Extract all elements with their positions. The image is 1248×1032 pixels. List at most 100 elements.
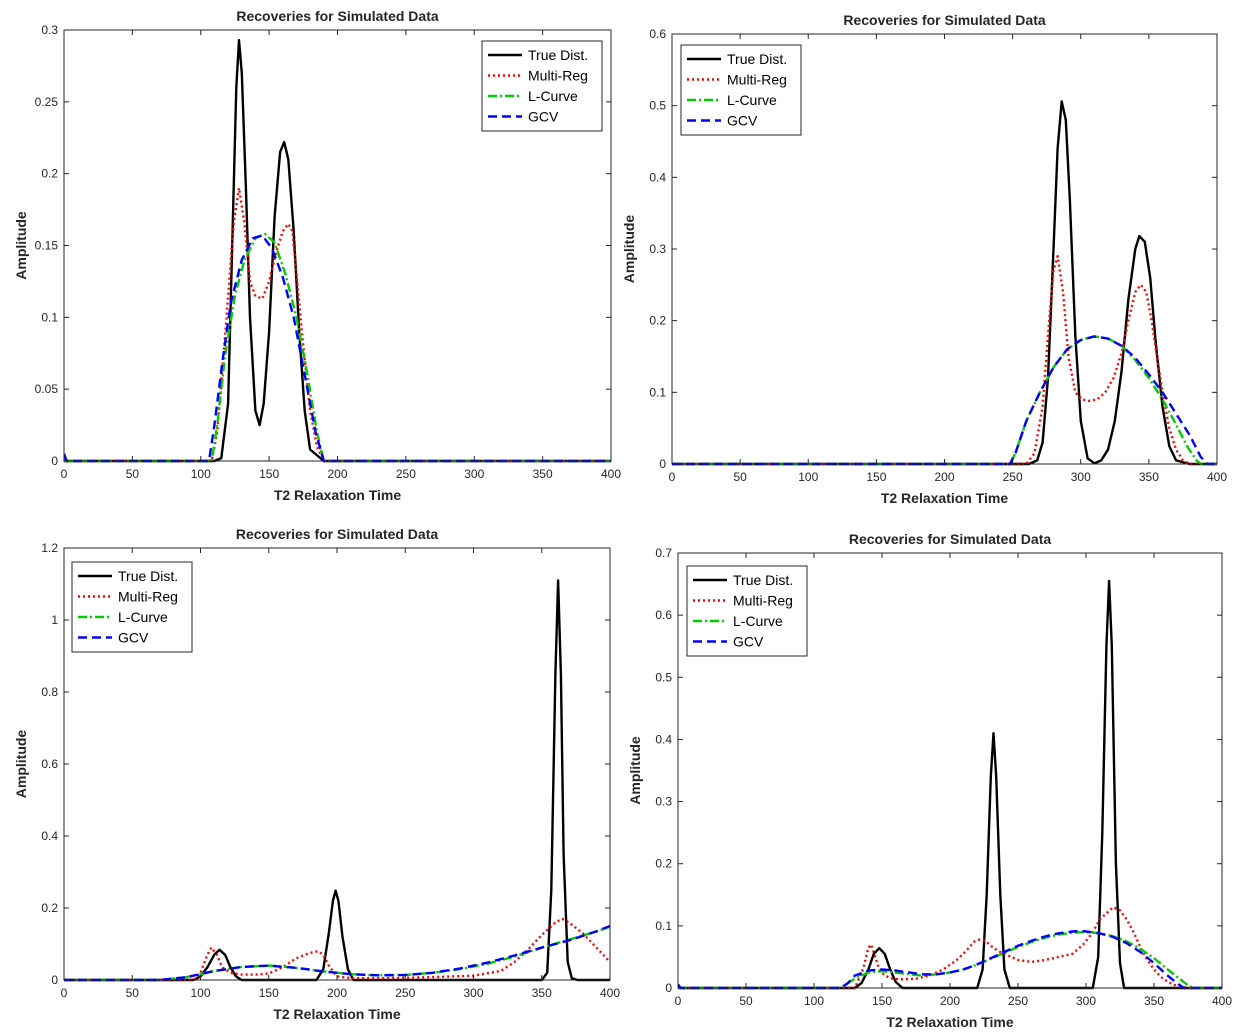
legend-label: L-Curve [528,88,578,104]
y-tick-label: 0.1 [649,385,666,399]
legend-label: L-Curve [733,613,783,629]
legend-label: True Dist. [727,51,787,67]
chart-panel-2: 0 50 100 150 200 250 300 350 400 0 0.1 0.2 0.3 0.4 0.5… [621,12,1227,506]
x-tick-label: 100 [798,470,818,484]
x-tick-label: 0 [61,467,68,481]
x-tick-label: 50 [126,467,140,481]
legend-label: Multi-Reg [727,72,787,88]
x-tick-label: 300 [1076,994,1096,1008]
x-tick-label: 400 [600,986,620,1000]
chart-panel-4: 0 50 100 150 200 250 300 350 400 0 0.1 0.2 0.3 0.4 0.5… [627,531,1232,1030]
series-line-l-curve [64,232,611,463]
legend-label: L-Curve [727,92,777,108]
y-axis-label: Amplitude [627,736,643,805]
y-tick-label: 1.2 [41,541,58,555]
x-tick-label: 200 [940,994,960,1008]
y-tick-label: 0.6 [649,27,666,41]
chart-title: Recoveries for Simulated Data [236,8,439,24]
x-tick-label: 100 [191,467,211,481]
legend-label: GCV [727,113,758,129]
y-tick-label: 0.1 [655,919,672,933]
y-axis-label: Amplitude [13,730,29,799]
x-tick-label: 0 [675,994,682,1008]
y-tick-label: 0 [665,981,672,995]
legend-label: True Dist. [733,572,793,588]
y-axis-label: Amplitude [13,211,29,280]
x-tick-label: 250 [395,986,415,1000]
x-tick-label: 300 [463,986,483,1000]
x-tick-label: 350 [532,986,552,1000]
y-tick-label: 0.2 [41,901,58,915]
y-tick-label: 0.1 [41,310,58,324]
x-axis-label: T2 Relaxation Time [273,1006,401,1022]
legend-label: True Dist. [118,568,178,584]
x-axis-label: T2 Relaxation Time [274,487,402,503]
legend-label: Multi-Reg [528,68,588,84]
x-tick-label: 300 [1071,470,1091,484]
x-tick-label: 0 [669,470,676,484]
x-tick-label: 250 [1008,994,1028,1008]
x-tick-label: 150 [259,467,279,481]
legend: True Dist. Multi-Reg L-Curve GCV [686,565,808,657]
y-tick-label: 0.15 [35,239,59,253]
legend: True Dist. Multi-Reg L-Curve GCV [481,40,603,132]
y-tick-label: 0.25 [35,95,59,109]
series-line-gcv [64,924,610,982]
x-tick-label: 200 [327,986,347,1000]
x-axis-label: T2 Relaxation Time [881,490,1009,506]
x-tick-label: 200 [327,467,347,481]
y-tick-label: 0.4 [649,170,666,184]
x-tick-label: 350 [1139,470,1159,484]
y-tick-label: 0.8 [41,685,58,699]
x-tick-label: 250 [1003,470,1023,484]
y-tick-label: 0.2 [649,314,666,328]
y-tick-label: 0.3 [655,795,672,809]
legend-label: True Dist. [528,47,588,63]
legend-label: GCV [528,109,559,125]
legend: True Dist. Multi-Reg L-Curve GCV [680,44,802,136]
x-tick-label: 350 [533,467,553,481]
x-tick-label: 100 [804,994,824,1008]
legend-label: L-Curve [118,609,168,625]
chart-panel-3: 0 50 100 150 200 250 300 350 400 0 0.2 0.4 0.6 0.8 1 1.… [13,526,620,1022]
legend-label: Multi-Reg [118,589,178,605]
x-tick-label: 400 [1207,470,1227,484]
x-tick-label: 150 [866,470,886,484]
x-tick-label: 50 [739,994,753,1008]
y-tick-label: 0.4 [41,829,58,843]
y-tick-label: 0.3 [41,23,58,37]
series-line-multi-reg [64,917,610,982]
chart-panel-1: 0 50 100 150 200 250 300 350 400 0 0.05 0.1 0.15 0.2 0… [13,8,621,503]
x-axis-label: T2 Relaxation Time [886,1014,1014,1030]
x-tick-label: 250 [396,467,416,481]
legend-label: GCV [118,630,149,646]
x-tick-label: 50 [733,470,747,484]
x-tick-label: 300 [464,467,484,481]
y-tick-label: 0.7 [655,546,672,560]
x-tick-label: 50 [126,986,140,1000]
series-line-gcv [678,929,1222,990]
legend-label: GCV [733,634,764,650]
series-line-true-dist [64,579,610,982]
x-tick-label: 350 [1144,994,1164,1008]
y-tick-label: 0 [659,457,666,471]
x-tick-label: 150 [259,986,279,1000]
legend-label: Multi-Reg [733,593,793,609]
legend: True Dist. Multi-Reg L-Curve GCV [71,561,193,653]
chart-title: Recoveries for Simulated Data [849,531,1052,547]
y-tick-label: 0.4 [655,732,672,746]
chart-title: Recoveries for Simulated Data [843,12,1046,28]
series-line-l-curve [678,930,1222,990]
y-tick-label: 0.5 [649,99,666,113]
y-tick-label: 0 [51,973,58,987]
x-tick-label: 150 [872,994,892,1008]
y-axis-label: Amplitude [621,215,637,284]
x-tick-label: 100 [190,986,210,1000]
y-tick-label: 0 [51,454,58,468]
y-tick-label: 0.2 [41,167,58,181]
y-tick-label: 0.5 [655,670,672,684]
series-line-true-dist [678,579,1222,990]
series-line-true-dist [64,38,611,463]
x-tick-label: 0 [61,986,68,1000]
